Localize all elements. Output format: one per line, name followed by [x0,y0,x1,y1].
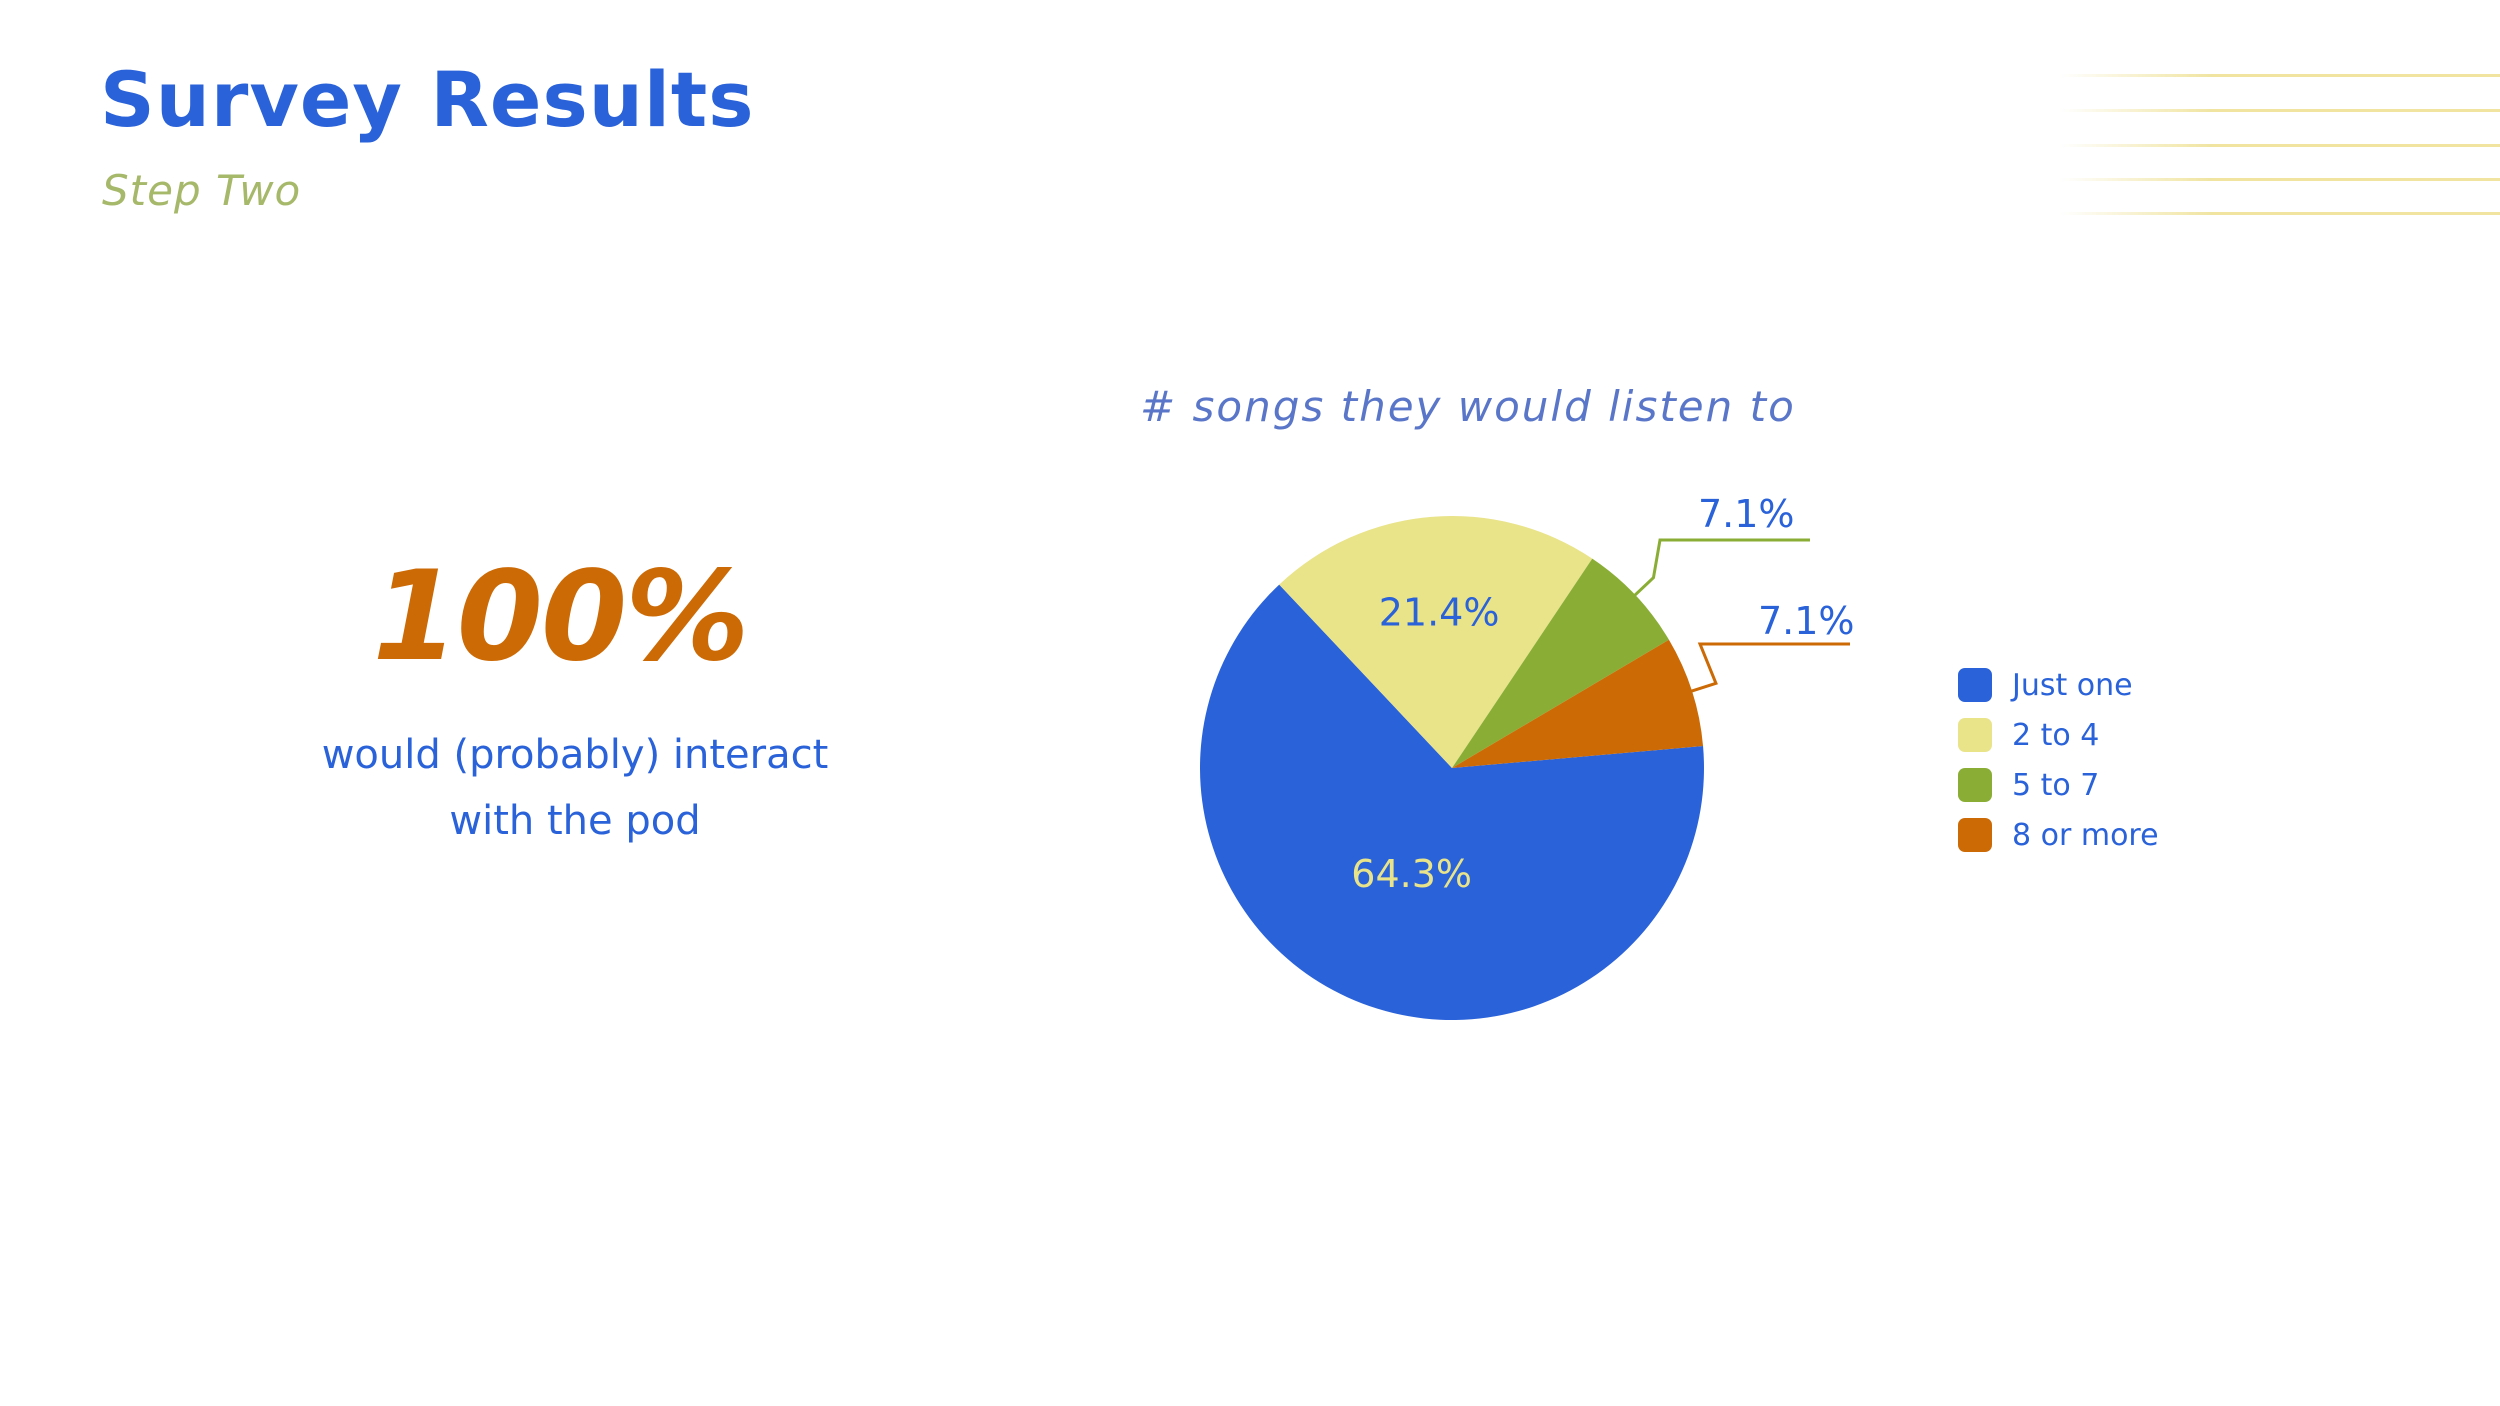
pie-slice-8-or-more [1452,639,1704,768]
legend-item: 8 or more [1958,810,2159,860]
pie-callout-line [1681,642,1850,696]
stat-caption-line-2: with the pod [449,798,701,844]
deco-line [2060,74,2500,77]
chart-title: # songs they would listen to [1140,382,1796,431]
deco-line [2060,144,2500,147]
stat-caption: would (probably) interact with the pod [270,722,880,854]
legend-label: 5 to 7 [2012,767,2100,803]
pie-slice-2-to-4 [1279,516,1593,768]
pie-slice-label: 7.1% [1698,492,1795,536]
stat-value: 100% [372,545,749,689]
chart-legend: Just one 2 to 4 5 to 7 8 or more [1958,660,2159,860]
page-subtitle: Step Two [102,166,302,215]
legend-label: Just one [2012,667,2133,703]
deco-line [2060,178,2500,181]
legend-label: 8 or more [2012,817,2159,853]
legend-swatch [1958,768,1992,802]
pie-slice-label: 64.3% [1351,852,1472,896]
legend-swatch [1958,818,1992,852]
pie-slice-just-one [1199,584,1704,1021]
pie-slice-label: 21.4% [1379,590,1500,634]
legend-label: 2 to 4 [2012,717,2100,753]
legend-swatch [1958,718,1992,752]
legend-item: 5 to 7 [1958,760,2159,810]
deco-line [2060,109,2500,112]
legend-swatch [1958,668,1992,702]
legend-item: 2 to 4 [1958,710,2159,760]
page-title: Survey Results [100,55,755,144]
legend-item: Just one [1958,660,2159,710]
pie-callout-line [1626,538,1810,603]
stat-caption-line-1: would (probably) interact [321,732,829,778]
pie-slice-label: 7.1% [1758,599,1855,643]
deco-line [2060,212,2500,215]
pie-slice-5-to-7 [1452,558,1669,768]
decorative-lines [2060,74,2500,215]
